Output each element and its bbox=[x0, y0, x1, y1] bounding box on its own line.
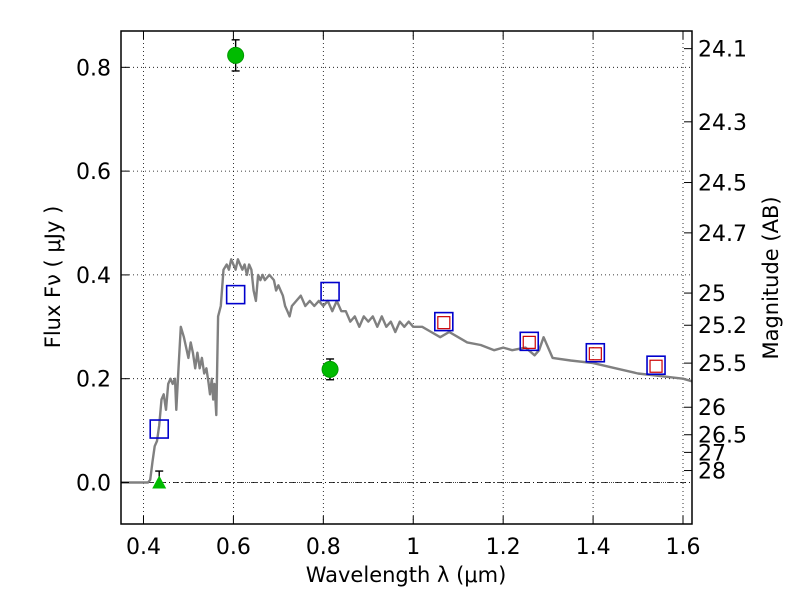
y-tick-label: 0.6 bbox=[76, 160, 111, 185]
detection-marker bbox=[227, 46, 245, 64]
model-spectrum-line bbox=[121, 258, 693, 484]
model-square-marker bbox=[585, 342, 606, 363]
y-tick-label: 0.4 bbox=[76, 264, 111, 289]
x-tick-label: 1 bbox=[406, 535, 420, 560]
model-spectrum-path bbox=[121, 258, 693, 484]
x-tick-label: 0.6 bbox=[216, 535, 251, 560]
axis-ticks bbox=[121, 31, 692, 524]
y-axis-title: Flux Fν ( μJy ) bbox=[41, 206, 65, 349]
observed-square-marker bbox=[649, 359, 663, 373]
photometry-squares bbox=[149, 281, 666, 439]
right-axis-title: Magnitude (AB) bbox=[759, 196, 783, 359]
right-tick-label: 25.5 bbox=[698, 352, 747, 377]
right-tick-label: 26 bbox=[698, 396, 726, 421]
right-tick-label: 24.7 bbox=[698, 222, 747, 247]
x-tick-label: 1.2 bbox=[486, 535, 521, 560]
upper-limit-marker bbox=[152, 475, 167, 489]
y-tick-label: 0.0 bbox=[76, 471, 111, 496]
model-square-marker bbox=[434, 311, 454, 332]
right-tick-label: 26.5 bbox=[698, 424, 747, 449]
x-tick-label: 1.6 bbox=[666, 535, 701, 560]
right-tick-label: 24.5 bbox=[698, 172, 747, 197]
detection-marker bbox=[321, 360, 339, 378]
right-tick-label: 24.3 bbox=[698, 111, 747, 136]
model-square-marker bbox=[320, 281, 340, 302]
right-tick-label: 27 bbox=[698, 441, 726, 466]
model-square-marker bbox=[149, 419, 170, 439]
detection-points bbox=[152, 39, 339, 489]
y-tick-label: 0.8 bbox=[76, 56, 111, 81]
observed-square-marker bbox=[588, 347, 602, 361]
tick-labels: 0.4 0.6 0.8 1 1.2 1.4 1.6 0.0 0.2 0.4 0.6 0.8 24.1 24… bbox=[76, 38, 747, 560]
x-axis-title: Wavelength λ (μm) bbox=[306, 563, 507, 587]
y-tick-label: 0.2 bbox=[76, 368, 111, 393]
model-square-marker bbox=[646, 355, 666, 376]
right-tick-label: 24.1 bbox=[698, 38, 747, 63]
observed-square-marker bbox=[437, 316, 451, 330]
right-tick-label: 25 bbox=[698, 282, 726, 307]
model-square-marker bbox=[519, 331, 540, 352]
model-square-marker bbox=[225, 284, 246, 305]
observed-square-marker bbox=[522, 335, 536, 349]
x-tick-label: 1.4 bbox=[576, 535, 611, 560]
right-tick-label: 25.2 bbox=[698, 314, 747, 339]
plot-background bbox=[121, 31, 692, 524]
x-tick-label: 0.8 bbox=[306, 535, 341, 560]
plot-frame bbox=[120, 30, 693, 525]
right-tick-label: 28 bbox=[698, 460, 726, 485]
x-tick-label: 0.4 bbox=[126, 535, 161, 560]
